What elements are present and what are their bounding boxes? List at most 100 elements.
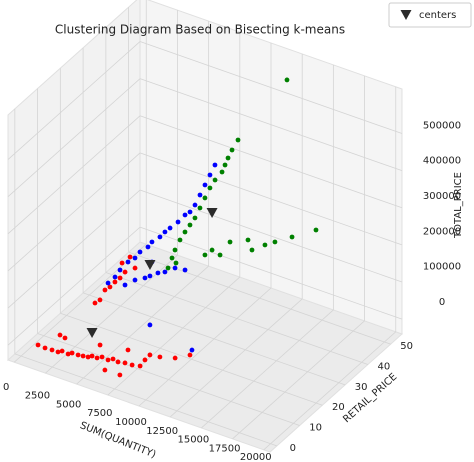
- grid-line: [139, 226, 403, 320]
- point: [137, 363, 143, 369]
- grid-line: [139, 41, 403, 134]
- point: [132, 255, 138, 261]
- point: [42, 345, 48, 351]
- point: [132, 277, 138, 283]
- point: [117, 275, 123, 281]
- grid-line: [7, 226, 141, 346]
- grid-line: [138, 287, 272, 407]
- point: [65, 351, 71, 357]
- point: [187, 222, 193, 228]
- point: [94, 355, 100, 361]
- point: [175, 219, 181, 225]
- center-marker: [144, 260, 156, 271]
- y-tick-label: 30: [355, 382, 368, 393]
- point: [92, 300, 98, 306]
- point: [122, 269, 128, 275]
- point: [102, 287, 108, 293]
- point: [149, 239, 155, 245]
- point: [235, 137, 241, 143]
- grid-line: [139, 189, 403, 283]
- point: [313, 227, 319, 233]
- point: [122, 360, 128, 366]
- point: [110, 356, 116, 362]
- point: [197, 205, 203, 211]
- grid-line: [7, 189, 141, 309]
- center-marker: [206, 208, 218, 219]
- point: [207, 185, 213, 191]
- point: [202, 252, 208, 258]
- point: [129, 362, 135, 368]
- point: [107, 284, 113, 290]
- x-tick-label: 5000: [56, 399, 81, 410]
- point: [182, 229, 188, 235]
- grid-line: [232, 320, 365, 440]
- point: [172, 265, 178, 271]
- point: [202, 182, 208, 188]
- point: [173, 260, 179, 266]
- point: [262, 242, 268, 248]
- point: [209, 247, 215, 253]
- point: [289, 234, 295, 240]
- chart-title: Clustering Diagram Based on Bisecting k-…: [55, 23, 345, 37]
- point: [217, 252, 223, 258]
- grid-line: [201, 309, 334, 429]
- point: [212, 162, 218, 168]
- point: [55, 349, 61, 355]
- grid-line: [139, 78, 403, 172]
- legend-label: centers: [419, 10, 456, 21]
- grid-line: [7, 152, 141, 272]
- point: [147, 352, 153, 358]
- point: [117, 372, 123, 378]
- point: [192, 215, 198, 221]
- z-axis-label: TOTAL_PRICE: [453, 172, 464, 239]
- point: [62, 335, 68, 341]
- y-tick-label: 0: [290, 443, 296, 454]
- grid: [7, 0, 403, 451]
- point: [182, 267, 188, 273]
- point: [162, 269, 168, 275]
- point: [249, 247, 255, 253]
- grid-line: [14, 353, 277, 447]
- point: [172, 247, 178, 253]
- point: [157, 234, 163, 240]
- point: [202, 195, 208, 201]
- point: [172, 355, 178, 361]
- grid-line: [263, 331, 397, 451]
- point: [167, 225, 173, 231]
- point: [85, 354, 91, 360]
- y-tick-label: 20: [332, 402, 345, 413]
- z-tick-label: 0: [439, 297, 445, 308]
- point: [125, 347, 131, 353]
- point: [57, 332, 63, 338]
- point: [212, 177, 218, 183]
- x-tick-label: 12500: [146, 426, 178, 437]
- grid-line: [169, 298, 303, 418]
- point: [147, 273, 153, 279]
- point: [192, 202, 198, 208]
- point: [229, 147, 235, 153]
- z-tick-label: 300000: [423, 191, 461, 202]
- point: [225, 155, 231, 161]
- grid-line: [139, 152, 403, 246]
- point: [219, 169, 225, 175]
- grid-line: [82, 292, 346, 386]
- point: [49, 347, 55, 353]
- point: [105, 357, 111, 363]
- grid-line: [128, 251, 391, 345]
- y-tick-label: 10: [309, 423, 322, 434]
- legend-marker: [400, 10, 412, 20]
- marks: [35, 77, 319, 378]
- x-tick-label: 2500: [25, 391, 50, 402]
- point: [99, 354, 105, 360]
- point: [127, 254, 133, 260]
- point: [155, 270, 161, 276]
- grid-line: [60, 312, 323, 406]
- point: [245, 237, 251, 243]
- point: [132, 265, 138, 271]
- z-tick-label: 400000: [423, 156, 461, 167]
- grid-line: [139, 115, 403, 209]
- x-tick-label: 7500: [87, 408, 112, 419]
- point: [169, 255, 175, 261]
- point: [137, 249, 143, 255]
